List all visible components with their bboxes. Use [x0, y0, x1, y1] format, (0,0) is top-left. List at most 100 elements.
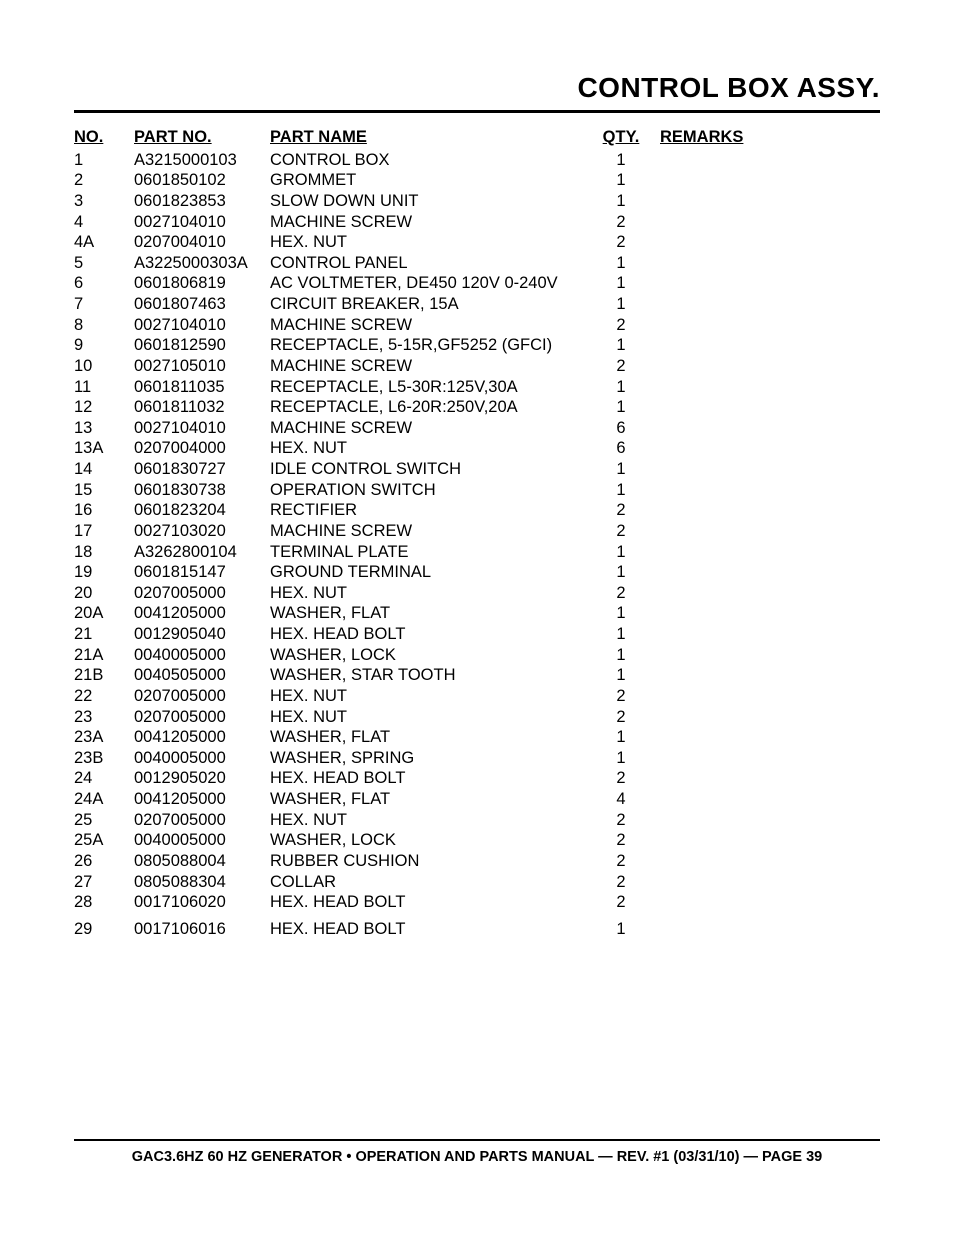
table-row: 130027104010MACHINE SCREW6	[74, 418, 880, 439]
cell-part-name: HEX. NUT	[270, 232, 582, 253]
table-row: 23A0041205000WASHER, FLAT1	[74, 727, 880, 748]
cell-no: 13A	[74, 438, 134, 459]
top-rule	[74, 110, 880, 113]
cell-remarks	[660, 645, 880, 666]
cell-qty: 1	[582, 645, 660, 666]
cell-part-no: 0040005000	[134, 645, 270, 666]
cell-qty: 1	[582, 294, 660, 315]
cell-part-no: 0012905040	[134, 624, 270, 645]
table-row: 30601823853SLOW DOWN UNIT1	[74, 191, 880, 212]
cell-qty: 1	[582, 727, 660, 748]
cell-part-name: RECTIFIER	[270, 500, 582, 521]
cell-qty: 2	[582, 686, 660, 707]
cell-qty: 2	[582, 851, 660, 872]
header-remarks: REMARKS	[660, 127, 880, 150]
cell-part-no: 0601830738	[134, 480, 270, 501]
header-name: PART NAME	[270, 127, 582, 150]
table-row: 20A0041205000WASHER, FLAT1	[74, 603, 880, 624]
cell-no: 2	[74, 170, 134, 191]
cell-part-no: 0041205000	[134, 727, 270, 748]
table-row: 220207005000HEX. NUT2	[74, 686, 880, 707]
cell-no: 21B	[74, 665, 134, 686]
cell-remarks	[660, 480, 880, 501]
cell-no: 23B	[74, 748, 134, 769]
cell-qty: 6	[582, 438, 660, 459]
cell-qty: 1	[582, 480, 660, 501]
cell-part-no: 0041205000	[134, 603, 270, 624]
cell-remarks	[660, 665, 880, 686]
cell-remarks	[660, 562, 880, 583]
cell-remarks	[660, 707, 880, 728]
cell-no: 3	[74, 191, 134, 212]
cell-qty: 2	[582, 212, 660, 233]
cell-no: 28	[74, 892, 134, 913]
table-row: 190601815147GROUND TERMINAL1	[74, 562, 880, 583]
table-body: 1A3215000103CONTROL BOX120601850102GROMM…	[74, 150, 880, 940]
cell-part-no: 0041205000	[134, 789, 270, 810]
footer-text: GAC3.6HZ 60 HZ GENERATOR • OPERATION AND…	[74, 1149, 880, 1165]
cell-part-name: HEX. HEAD BOLT	[270, 768, 582, 789]
cell-remarks	[660, 892, 880, 913]
cell-remarks	[660, 727, 880, 748]
cell-part-name: COLLAR	[270, 872, 582, 893]
cell-part-no: 0207005000	[134, 583, 270, 604]
cell-no: 16	[74, 500, 134, 521]
cell-qty: 1	[582, 253, 660, 274]
cell-part-name: WASHER, FLAT	[270, 603, 582, 624]
cell-qty: 1	[582, 624, 660, 645]
cell-part-no: 0601811035	[134, 377, 270, 398]
cell-part-no: 0017106020	[134, 892, 270, 913]
cell-remarks	[660, 315, 880, 336]
cell-no: 23A	[74, 727, 134, 748]
cell-no: 19	[74, 562, 134, 583]
cell-part-name: RECEPTACLE, L6-20R:250V,20A	[270, 397, 582, 418]
cell-no: 17	[74, 521, 134, 542]
cell-qty: 2	[582, 892, 660, 913]
cell-remarks	[660, 356, 880, 377]
cell-qty: 2	[582, 707, 660, 728]
cell-part-no: A3225000303A	[134, 253, 270, 274]
cell-remarks	[660, 273, 880, 294]
cell-remarks	[660, 542, 880, 563]
table-row: 280017106020HEX. HEAD BOLT2	[74, 892, 880, 913]
cell-qty: 2	[582, 315, 660, 336]
cell-part-name: MACHINE SCREW	[270, 521, 582, 542]
cell-no: 27	[74, 872, 134, 893]
table-row: 140601830727IDLE CONTROL SWITCH1	[74, 459, 880, 480]
cell-remarks	[660, 191, 880, 212]
cell-part-name: HEX. NUT	[270, 438, 582, 459]
cell-remarks	[660, 830, 880, 851]
cell-part-name: WASHER, FLAT	[270, 789, 582, 810]
table-row: 150601830738OPERATION SWITCH1	[74, 480, 880, 501]
cell-no: 25	[74, 810, 134, 831]
cell-no: 21A	[74, 645, 134, 666]
cell-qty: 1	[582, 377, 660, 398]
cell-qty: 1	[582, 562, 660, 583]
table-row: 1A3215000103CONTROL BOX1	[74, 150, 880, 171]
cell-part-name: HEX. HEAD BOLT	[270, 624, 582, 645]
cell-qty: 1	[582, 459, 660, 480]
cell-no: 11	[74, 377, 134, 398]
cell-part-name: CIRCUIT BREAKER, 15A	[270, 294, 582, 315]
cell-part-name: WASHER, LOCK	[270, 645, 582, 666]
table-row: 20601850102GROMMET1	[74, 170, 880, 191]
cell-no: 10	[74, 356, 134, 377]
cell-no: 6	[74, 273, 134, 294]
cell-part-no: 0027104010	[134, 315, 270, 336]
cell-qty: 1	[582, 191, 660, 212]
table-row: 210012905040HEX. HEAD BOLT1	[74, 624, 880, 645]
cell-remarks	[660, 810, 880, 831]
table-row: 13A0207004000HEX. NUT6	[74, 438, 880, 459]
cell-qty: 2	[582, 500, 660, 521]
cell-remarks	[660, 603, 880, 624]
cell-no: 22	[74, 686, 134, 707]
cell-part-no: 0040505000	[134, 665, 270, 686]
table-row: 70601807463CIRCUIT BREAKER, 15A1	[74, 294, 880, 315]
cell-qty: 1	[582, 913, 660, 940]
cell-qty: 4	[582, 789, 660, 810]
table-row: 90601812590RECEPTACLE, 5-15R,GF5252 (GFC…	[74, 335, 880, 356]
table-row: 120601811032RECEPTACLE, L6-20R:250V,20A1	[74, 397, 880, 418]
table-row: 24A0041205000WASHER, FLAT4	[74, 789, 880, 810]
cell-qty: 2	[582, 583, 660, 604]
cell-part-no: 0601823204	[134, 500, 270, 521]
